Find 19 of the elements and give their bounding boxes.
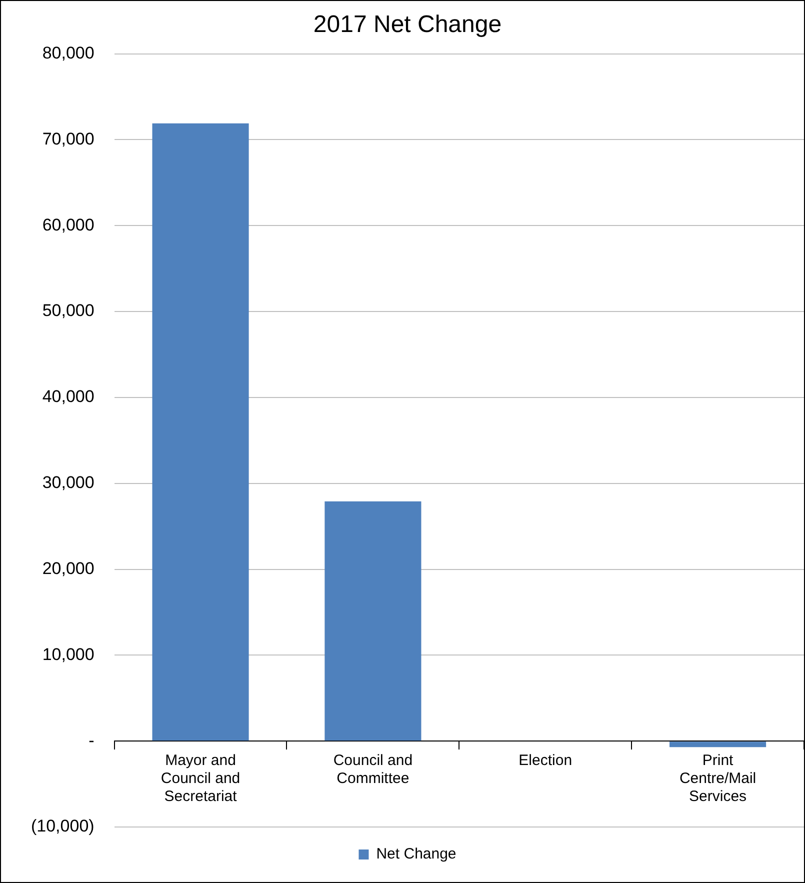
chart-title: 2017 Net Change xyxy=(313,11,502,38)
y-tick-label: 70,000 xyxy=(42,129,94,148)
x-tick-label: Mayor and Council and Secretariat xyxy=(160,752,240,806)
y-tick-label: 30,000 xyxy=(42,473,94,492)
y-tick-label: 40,000 xyxy=(42,387,94,406)
x-tick-label: Print Centre/Mail Services xyxy=(679,752,756,806)
y-tick-label: 50,000 xyxy=(42,301,94,320)
y-tick-label: (10,000) xyxy=(30,816,94,836)
bar xyxy=(324,501,422,741)
y-tick-label: 60,000 xyxy=(42,215,94,234)
x-tick-label: Election xyxy=(518,752,572,770)
y-tick-label: 20,000 xyxy=(42,558,94,578)
legend-label: Net Change xyxy=(376,846,456,863)
bar xyxy=(152,123,249,741)
y-tick-label: 10,000 xyxy=(42,644,94,664)
bar xyxy=(670,742,766,748)
y-tick-label: 80,000 xyxy=(42,43,94,62)
x-tick-label: Council and Committee xyxy=(333,752,413,788)
y-tick-label: - xyxy=(88,730,94,750)
